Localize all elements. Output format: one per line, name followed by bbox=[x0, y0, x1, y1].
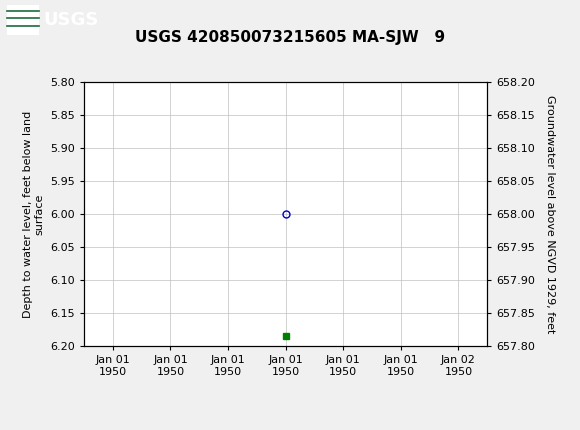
Y-axis label: Groundwater level above NGVD 1929, feet: Groundwater level above NGVD 1929, feet bbox=[545, 95, 554, 333]
Text: USGS: USGS bbox=[44, 11, 99, 29]
Y-axis label: Depth to water level, feet below land
surface: Depth to water level, feet below land su… bbox=[23, 111, 45, 317]
Text: USGS 420850073215605 MA-SJW   9: USGS 420850073215605 MA-SJW 9 bbox=[135, 30, 445, 45]
Legend: Period of approved data: Period of approved data bbox=[184, 428, 387, 430]
FancyBboxPatch shape bbox=[7, 5, 39, 35]
